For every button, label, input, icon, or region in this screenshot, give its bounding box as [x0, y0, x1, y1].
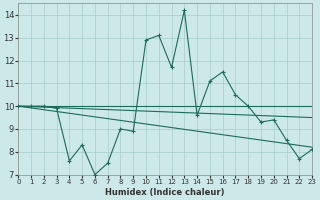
X-axis label: Humidex (Indice chaleur): Humidex (Indice chaleur) — [105, 188, 225, 197]
